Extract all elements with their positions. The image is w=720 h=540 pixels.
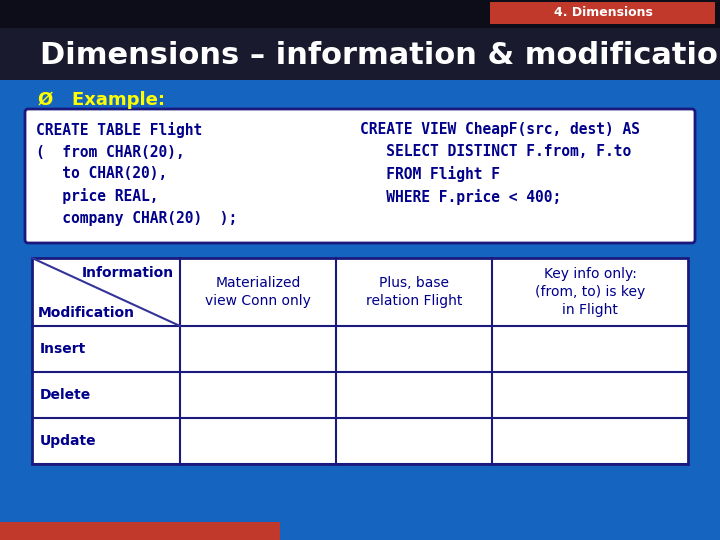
- Text: Ø   Example:: Ø Example:: [38, 91, 165, 109]
- Text: Materialized
view Conn only: Materialized view Conn only: [205, 276, 311, 308]
- Text: Update: Update: [40, 434, 96, 448]
- Text: Insert: Insert: [40, 342, 86, 356]
- Text: Key info only:
(from, to) is key
in Flight: Key info only: (from, to) is key in Flig…: [535, 267, 645, 318]
- Bar: [0, 522, 280, 540]
- Text: CREATE VIEW CheapF(src, dest) AS
   SELECT DISTINCT F.from, F.to
   FROM Flight : CREATE VIEW CheapF(src, dest) AS SELECT …: [360, 122, 640, 205]
- Bar: [32, 258, 688, 464]
- Bar: [490, 2, 715, 24]
- Text: CREATE TABLE Flight
(  from CHAR(20),
   to CHAR(20),
   price REAL,
   company : CREATE TABLE Flight ( from CHAR(20), to …: [36, 122, 238, 226]
- Text: Delete: Delete: [40, 388, 91, 402]
- Bar: [0, 28, 720, 80]
- Bar: [0, 0, 720, 28]
- Text: Modification: Modification: [38, 306, 135, 320]
- FancyBboxPatch shape: [25, 109, 695, 243]
- Text: Plus, base
relation Flight: Plus, base relation Flight: [366, 276, 462, 308]
- Text: Information: Information: [82, 266, 174, 280]
- Text: Dimensions – information & modification: Dimensions – information & modification: [40, 40, 720, 70]
- Text: 4. Dimensions: 4. Dimensions: [554, 6, 652, 19]
